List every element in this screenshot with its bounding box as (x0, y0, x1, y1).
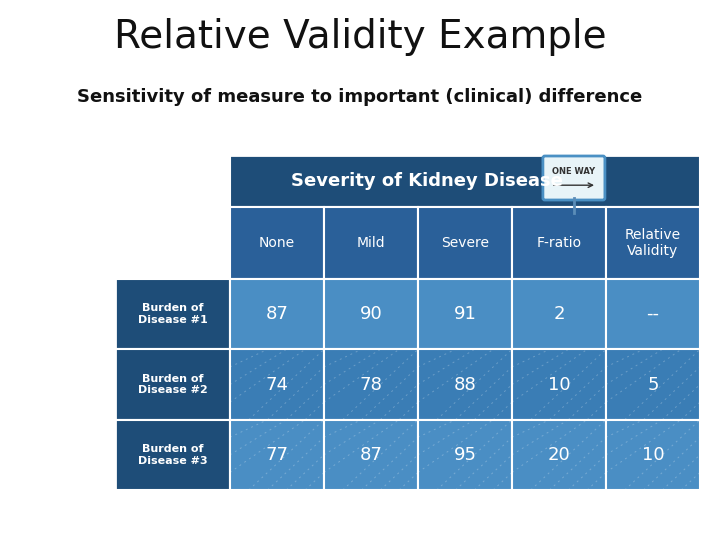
Text: --: -- (647, 305, 660, 323)
Bar (606, 349, 700, 420)
Text: 10: 10 (548, 375, 570, 394)
Text: 87: 87 (266, 305, 289, 323)
Text: 77: 77 (266, 446, 289, 464)
Bar (418, 420, 512, 490)
Bar (418, 207, 512, 279)
Bar (230, 279, 324, 349)
Bar (606, 279, 700, 349)
Bar (230, 349, 324, 420)
Bar (324, 349, 418, 420)
Text: Mild: Mild (356, 236, 385, 250)
Text: 88: 88 (454, 375, 477, 394)
Text: None: None (259, 236, 295, 250)
Bar (606, 207, 700, 279)
Text: ONE WAY: ONE WAY (552, 167, 595, 177)
Text: 90: 90 (359, 305, 382, 323)
Text: Sensitivity of measure to important (clinical) difference: Sensitivity of measure to important (cli… (77, 88, 643, 106)
Text: Relative Validity Example: Relative Validity Example (114, 18, 606, 56)
Bar (512, 349, 606, 420)
Bar (115, 420, 230, 490)
Text: 20: 20 (548, 446, 570, 464)
Bar (230, 420, 324, 490)
Text: Burden of
Disease #3: Burden of Disease #3 (138, 444, 207, 465)
Text: 91: 91 (454, 305, 477, 323)
Bar (324, 420, 418, 490)
Text: Burden of
Disease #2: Burden of Disease #2 (138, 374, 207, 395)
Bar (324, 279, 418, 349)
Bar (230, 155, 700, 207)
Bar (418, 349, 512, 420)
Text: 78: 78 (359, 375, 382, 394)
FancyBboxPatch shape (543, 156, 605, 200)
Bar (606, 420, 700, 490)
Bar (115, 155, 700, 490)
FancyArrowPatch shape (554, 183, 593, 187)
Text: 74: 74 (266, 375, 289, 394)
Text: 95: 95 (454, 446, 477, 464)
Text: Severity of Kidney Disease: Severity of Kidney Disease (292, 172, 563, 190)
Bar (512, 420, 606, 490)
Text: 2: 2 (553, 305, 564, 323)
Text: Severe: Severe (441, 236, 489, 250)
Bar (512, 207, 606, 279)
Bar (512, 279, 606, 349)
Bar (230, 207, 324, 279)
Bar (324, 207, 418, 279)
Bar (115, 279, 230, 349)
Bar (115, 349, 230, 420)
Bar (418, 279, 512, 349)
Text: Burden of
Disease #1: Burden of Disease #1 (138, 303, 207, 325)
Text: 5: 5 (647, 375, 659, 394)
Text: F-ratio: F-ratio (536, 236, 582, 250)
Text: Relative
Validity: Relative Validity (625, 228, 681, 258)
Text: 87: 87 (359, 446, 382, 464)
Text: 10: 10 (642, 446, 665, 464)
